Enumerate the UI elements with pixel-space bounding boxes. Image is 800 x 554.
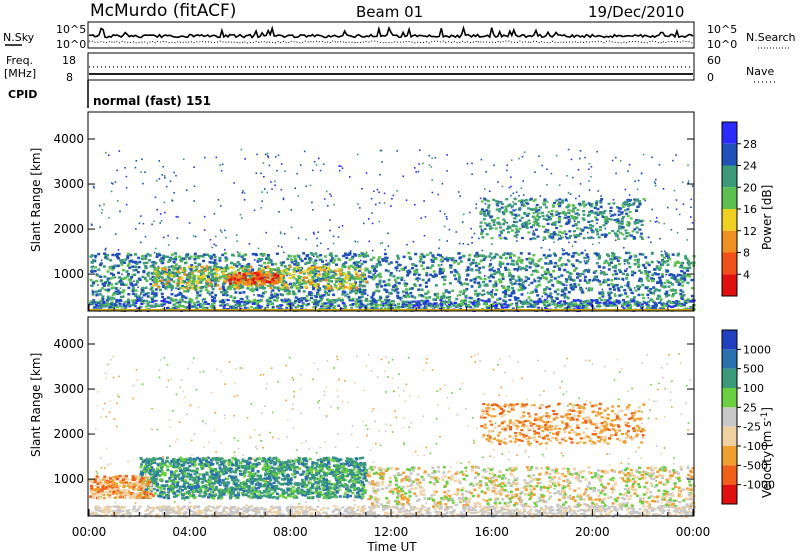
colorbar-swatch: [722, 143, 737, 166]
velocity-y-axis: 1000 2000 3000 4000: [53, 337, 694, 486]
colorbar-tick-label: -100: [743, 440, 768, 453]
time-tick-labels: 00:00 04:00 08:00 12:00 16:00 20:00 00:00: [72, 525, 711, 539]
nsky-label: N.Sky: [3, 31, 35, 44]
power-y-axis: 1000 2000 3000 4000: [53, 132, 694, 281]
colorbar-swatch: [722, 484, 737, 504]
noise-panel: N.Sky 10^5 10^0 10^5 10^0 N.Search: [3, 21, 796, 51]
freq-tick-top: 18: [62, 54, 76, 67]
xtick-label-1: 04:00: [172, 525, 207, 539]
station-title: McMurdo (fitACF): [90, 1, 236, 21]
colorbar-tick-label: 4: [743, 268, 750, 281]
time-axis-label: Time UT: [366, 540, 417, 554]
power-colorbar: 4 8 12 16 20 24 28: [721, 121, 757, 297]
xtick-label-6: 00:00: [676, 525, 711, 539]
nave-label: Nave: [746, 65, 774, 78]
colorbar-tick-label: 12: [743, 225, 757, 238]
colorbar-swatch: [722, 426, 737, 446]
colorbar-tick-label: 1000: [743, 343, 771, 356]
colorbar-swatch: [722, 230, 737, 253]
ytick-label-3: 4000: [53, 132, 84, 146]
power-data-cells: [89, 148, 696, 313]
colorbar-swatch: [722, 165, 737, 188]
cpid-value: normal (fast) 151: [93, 94, 211, 108]
colorbar-swatch: [722, 446, 737, 466]
ytick-label-2: 3000: [53, 177, 84, 191]
power-x-ticks: [88, 304, 694, 311]
nsearch-tick-bottom: 10^0: [707, 38, 737, 51]
colorbar-tick-label: -25: [743, 421, 761, 434]
colorbar-tick-label: 500: [743, 363, 764, 376]
colorbar-tick-label: 24: [743, 160, 757, 173]
ytick-label-1: 2000: [53, 222, 84, 236]
power-ylabel: Slant Range [km]: [29, 148, 43, 252]
colorbar-tick-label: -1000: [743, 479, 775, 492]
ytick-label-0: 1000: [53, 267, 84, 281]
colorbar-swatch: [722, 122, 737, 144]
nsearch-tick-top: 10^5: [707, 23, 737, 36]
freq-label: Freq.: [6, 54, 33, 67]
xtick-label-5: 20:00: [575, 525, 610, 539]
colorbar-tick-label: 20: [743, 181, 757, 194]
cpid-label: CPID: [8, 88, 37, 101]
colorbar-swatch: [722, 187, 737, 209]
velocity-ylabel: Slant Range [km]: [29, 353, 43, 457]
velocity-cbar-label: Velocity [m s-1]: [760, 407, 774, 498]
colorbar-tick-label: 8: [743, 247, 750, 260]
colorbar-swatch: [722, 252, 737, 275]
xtick-label-4: 16:00: [474, 525, 509, 539]
nave-tick-top: 60: [707, 54, 721, 67]
colorbar-swatch: [722, 465, 737, 485]
nsky-tick-bottom: 10^0: [56, 38, 86, 51]
freq-unit: [MHz]: [4, 67, 36, 80]
velocity-panel: 1000 2000 3000 4000 Slant Range [km] 1000 50…: [29, 316, 775, 554]
nsky-tick-top: 10^5: [56, 23, 86, 36]
nave-tick-bottom: 0: [707, 71, 714, 84]
xtick-label-2: 08:00: [273, 525, 308, 539]
colorbar-swatch: [722, 330, 737, 350]
ytick-label-1: 2000: [53, 427, 84, 441]
xtick-label-0: 00:00: [72, 525, 107, 539]
colorbar-swatch: [722, 209, 737, 231]
colorbar-swatch: [722, 274, 737, 296]
beam-title: Beam 01: [356, 3, 423, 21]
freq-panel: Freq. [MHz] 18 8 60 0 Nave: [4, 52, 775, 84]
velocity-colorbar: 1000 500 100 25 -25 -100 -500 -1000: [721, 329, 775, 505]
colorbar-tick-label: -500: [743, 459, 768, 472]
power-cbar-label: Power [dB]: [760, 185, 774, 250]
power-panel: 1000 2000 3000 4000 Slant Range [km] 4 8 12 16…: [29, 111, 774, 313]
colorbar-swatch: [722, 368, 737, 388]
colorbar-tick-label: 16: [743, 203, 757, 216]
ytick-label-3: 4000: [53, 337, 84, 351]
colorbar-swatch: [722, 349, 737, 369]
nsearch-trace: [88, 40, 694, 44]
velocity-x-ticks: [88, 509, 694, 516]
colorbar-tick-label: 100: [743, 382, 764, 395]
date-title: 19/Dec/2010: [588, 3, 684, 21]
cpid-row: CPID normal (fast) 151: [8, 80, 211, 108]
ytick-label-2: 3000: [53, 382, 84, 396]
colorbar-swatch: [722, 407, 737, 427]
colorbar-swatch: [722, 388, 737, 408]
ytick-label-0: 1000: [53, 472, 84, 486]
xtick-label-3: 12:00: [374, 525, 409, 539]
velocity-data-cells: [89, 353, 696, 518]
nsearch-label: N.Search: [746, 31, 796, 44]
nsky-trace: [88, 25, 694, 39]
colorbar-tick-label: 25: [743, 401, 757, 414]
freq-tick-bottom: 8: [66, 71, 73, 84]
colorbar-tick-label: 28: [743, 138, 757, 151]
